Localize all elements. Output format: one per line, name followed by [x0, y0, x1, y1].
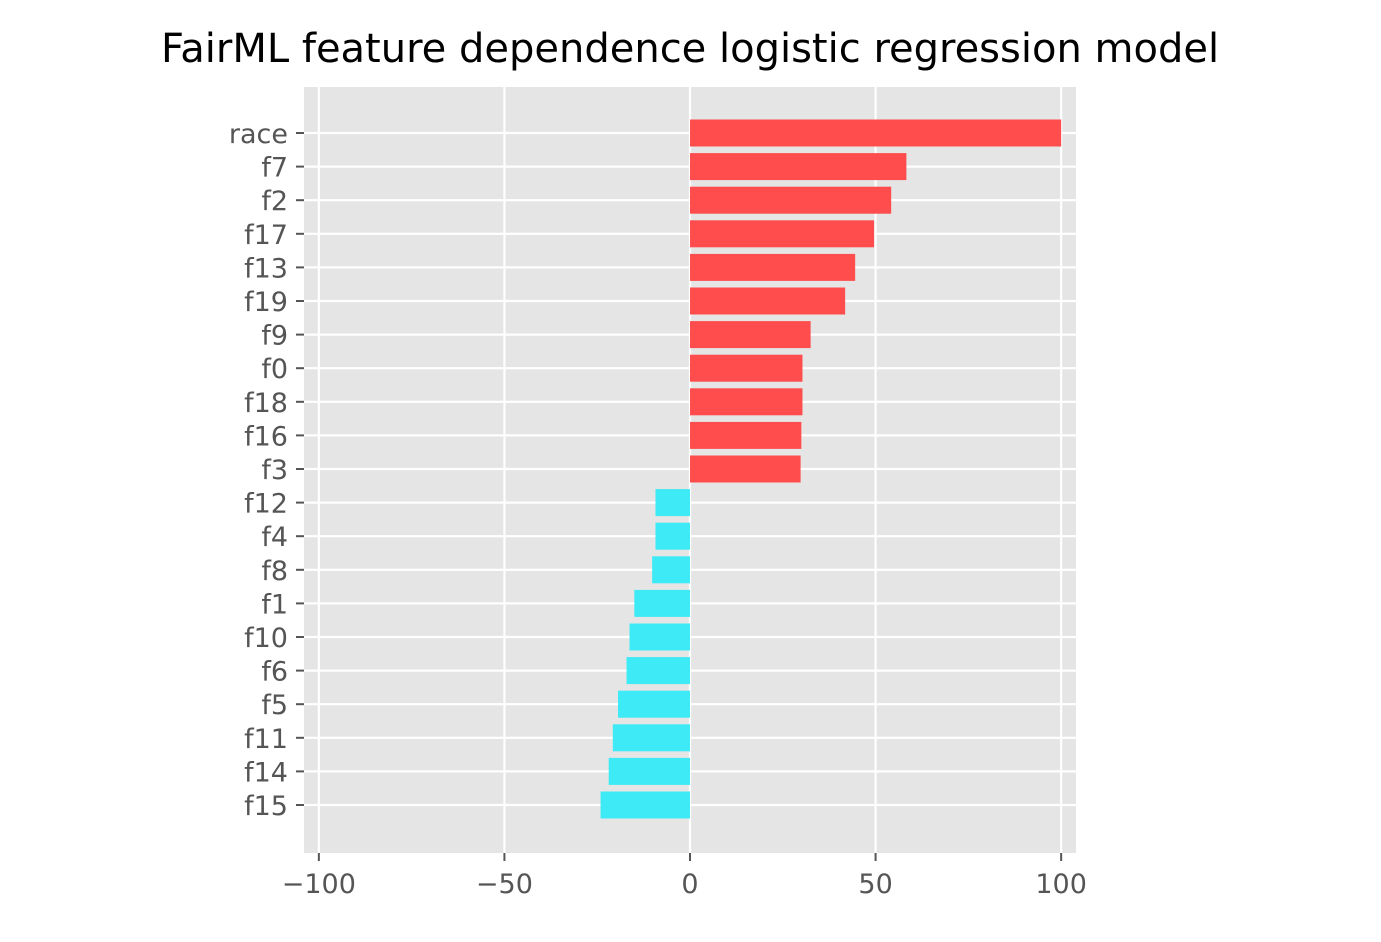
bar-f1 — [634, 589, 690, 617]
y-tick-label: f8 — [261, 556, 288, 587]
bar-f9 — [690, 321, 811, 349]
bar-f16 — [690, 421, 802, 449]
y-axis: racef7f2f17f13f19f9f0f18f16f3f12f4f8f1f1… — [229, 119, 304, 822]
y-tick-label: f0 — [261, 354, 288, 385]
bar-f11 — [612, 724, 690, 752]
bar-f6 — [626, 657, 690, 685]
bar-f15 — [600, 791, 690, 819]
y-tick-label: f17 — [244, 220, 288, 251]
bars — [600, 119, 1062, 819]
bar-f12 — [655, 489, 690, 517]
y-tick-label: f10 — [244, 623, 288, 654]
x-tick-label: −50 — [476, 869, 533, 900]
y-tick-label: f14 — [244, 757, 288, 788]
bar-f19 — [690, 287, 846, 315]
bar-f10 — [629, 623, 690, 651]
y-tick-label: race — [229, 119, 288, 150]
bar-f2 — [690, 186, 892, 214]
bar-f14 — [608, 757, 690, 785]
y-tick-label: f12 — [244, 489, 288, 520]
bar-f17 — [690, 220, 875, 248]
x-tick-label: 50 — [858, 869, 892, 900]
chart-title: FairML feature dependence logistic regre… — [161, 26, 1219, 72]
bar-f18 — [690, 388, 803, 416]
bar-race — [690, 119, 1062, 147]
bar-f8 — [652, 556, 690, 584]
bar-f13 — [690, 253, 856, 281]
x-axis: −100 −50 0 50 100 — [282, 853, 1087, 900]
y-tick-label: f19 — [244, 287, 288, 318]
bar-f4 — [655, 522, 690, 550]
y-tick-label: f2 — [261, 186, 288, 217]
y-tick-label: f15 — [244, 791, 288, 822]
y-tick-label: f1 — [261, 589, 288, 620]
bar-f7 — [690, 153, 907, 181]
x-tick-label: 100 — [1035, 869, 1087, 900]
y-tick-label: f6 — [261, 657, 288, 688]
y-tick-label: f3 — [261, 455, 288, 486]
y-tick-label: f16 — [244, 421, 288, 452]
bar-f3 — [690, 455, 801, 483]
bar-f0 — [690, 354, 803, 382]
y-tick-label: f13 — [244, 253, 288, 284]
y-tick-label: f7 — [261, 153, 288, 184]
y-tick-label: f5 — [261, 690, 288, 721]
y-tick-label: f4 — [261, 522, 288, 553]
x-tick-label: 0 — [681, 869, 698, 900]
x-tick-label: −100 — [282, 869, 356, 900]
bar-f5 — [617, 690, 690, 718]
y-tick-label: f9 — [261, 321, 288, 352]
y-tick-label: f18 — [244, 388, 288, 419]
y-tick-label: f11 — [244, 724, 288, 755]
